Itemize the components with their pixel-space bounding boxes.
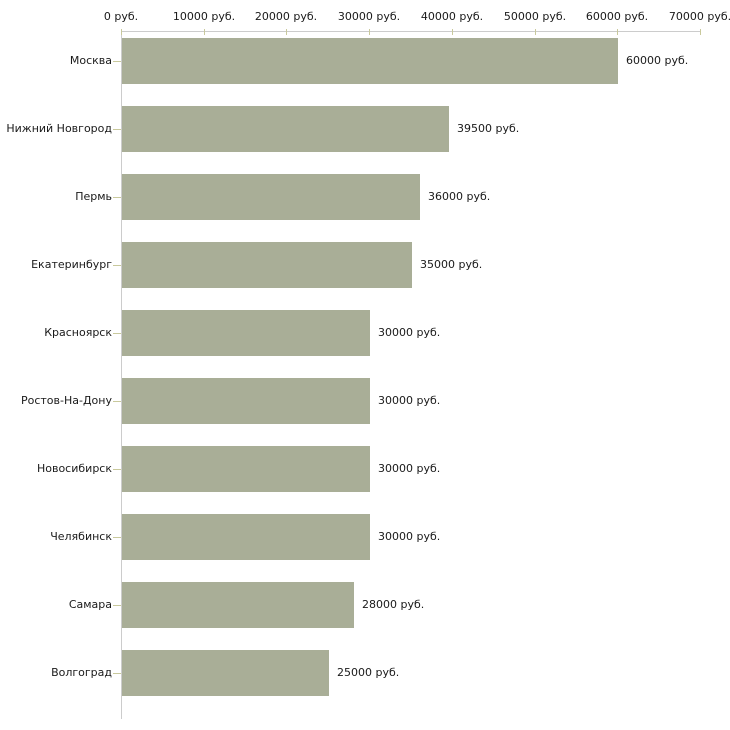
value-label: 25000 руб. — [337, 666, 400, 679]
x-axis-tick-label: 20000 руб. — [254, 10, 318, 23]
value-label: 30000 руб. — [378, 326, 441, 339]
category-label: Челябинск — [50, 530, 112, 543]
category-label: Красноярск — [44, 326, 112, 339]
x-axis-tick-mark — [286, 29, 287, 35]
x-axis-tick-mark — [121, 29, 122, 35]
category-tick-mark — [113, 605, 121, 606]
x-axis-tick-mark — [535, 29, 536, 35]
value-label: 36000 руб. — [428, 190, 491, 203]
category-label: Новосибирск — [36, 462, 112, 475]
category-label: Пермь — [75, 190, 112, 203]
category-tick-mark — [113, 333, 121, 334]
bar — [122, 446, 370, 492]
bar — [122, 106, 449, 152]
category-tick-mark — [113, 197, 121, 198]
category-tick-mark — [113, 537, 121, 538]
bar — [122, 378, 370, 424]
bar — [122, 514, 370, 560]
x-axis-tick-label: 70000 руб. — [668, 10, 730, 23]
x-axis-tick-mark — [369, 29, 370, 35]
x-axis-tick-mark — [204, 29, 205, 35]
x-axis-tick-label: 60000 руб. — [585, 10, 649, 23]
category-tick-mark — [113, 401, 121, 402]
value-label: 35000 руб. — [420, 258, 483, 271]
category-tick-mark — [113, 469, 121, 470]
category-label: Нижний Новгород — [6, 122, 112, 135]
x-axis-line — [121, 31, 700, 32]
bar — [122, 310, 370, 356]
category-tick-mark — [113, 61, 121, 62]
value-label: 28000 руб. — [362, 598, 425, 611]
category-label: Волгоград — [51, 666, 112, 679]
bar — [122, 242, 412, 288]
category-tick-mark — [113, 265, 121, 266]
value-label: 30000 руб. — [378, 530, 441, 543]
bar — [122, 174, 420, 220]
value-label: 60000 руб. — [626, 54, 689, 67]
y-axis-line — [121, 31, 122, 719]
x-axis-tick-label: 10000 руб. — [172, 10, 236, 23]
value-label: 30000 руб. — [378, 462, 441, 475]
x-axis-tick-mark — [700, 29, 701, 35]
value-label: 30000 руб. — [378, 394, 441, 407]
x-axis-tick-label: 50000 руб. — [503, 10, 567, 23]
category-label: Самара — [68, 598, 112, 611]
x-axis-tick-label: 40000 руб. — [420, 10, 484, 23]
x-axis-tick-label: 0 руб. — [103, 10, 139, 23]
category-label: Екатеринбург — [31, 258, 112, 271]
category-label: Ростов-На-Дону — [20, 394, 112, 407]
category-tick-mark — [113, 673, 121, 674]
value-label: 39500 руб. — [457, 122, 520, 135]
category-tick-mark — [113, 129, 121, 130]
bar — [122, 582, 354, 628]
x-axis-tick-mark — [617, 29, 618, 35]
x-axis-tick-mark — [452, 29, 453, 35]
category-label: Москва — [69, 54, 112, 67]
bar — [122, 38, 618, 84]
x-axis-tick-label: 30000 руб. — [337, 10, 401, 23]
bar — [122, 650, 329, 696]
